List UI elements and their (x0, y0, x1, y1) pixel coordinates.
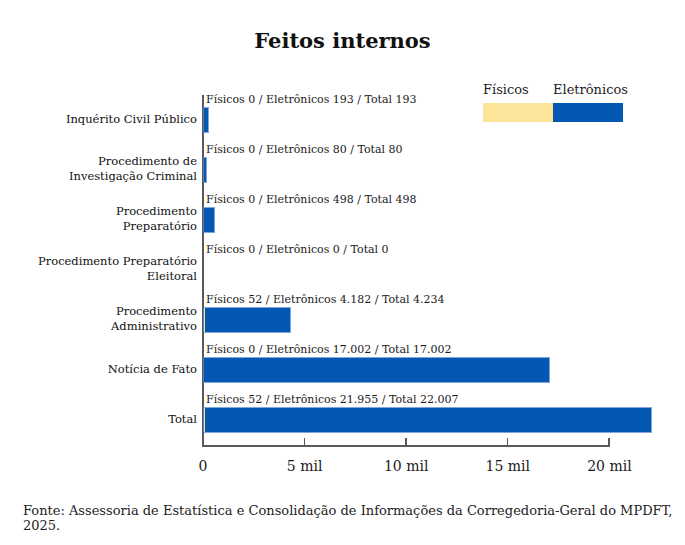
bar-value-label: Físicos 0 / Eletrônicos 17.002 / Total 1… (206, 343, 452, 356)
page-title: Feitos internos (0, 28, 685, 53)
bar-segment-eletronicos (204, 108, 208, 132)
bar (203, 307, 291, 333)
x-axis-tick-label: 0 (199, 458, 208, 474)
bar (203, 407, 652, 433)
chart-row: Procedimento de Investigação Criminal Fí… (0, 143, 685, 193)
chart-row: Procedimento Administrativo Físicos 52 /… (0, 293, 685, 343)
bar (203, 107, 209, 133)
bar-value-label: Físicos 0 / Eletrônicos 80 / Total 80 (206, 143, 403, 156)
bar-segment-eletronicos (204, 208, 214, 232)
bar-value-label: Físicos 52 / Eletrônicos 4.182 / Total 4… (206, 293, 445, 306)
chart-row: Procedimento Preparatório Físicos 0 / El… (0, 193, 685, 243)
chart-row: Notícia de Fato Físicos 0 / Eletrônicos … (0, 343, 685, 393)
bar-segment-eletronicos (205, 408, 651, 432)
chart-row: Total Físicos 52 / Eletrônicos 21.955 / … (0, 393, 685, 443)
bar (203, 207, 215, 233)
bar (203, 157, 207, 183)
category-label: Procedimento Preparatório Eleitoral (0, 243, 197, 295)
chart-row: Inquérito Civil Público Físicos 0 / Elet… (0, 93, 685, 143)
x-axis-tick-label: 15 mil (486, 458, 531, 474)
source-note: Fonte: Assessoria de Estatística e Conso… (23, 503, 683, 533)
bar-value-label: Físicos 0 / Eletrônicos 193 / Total 193 (206, 93, 417, 106)
chart-row: Procedimento Preparatório Eleitoral Físi… (0, 243, 685, 293)
category-label: Procedimento Administrativo (0, 293, 197, 345)
x-axis-tick-label: 20 mil (587, 458, 632, 474)
x-axis-tick-label: 5 mil (287, 458, 323, 474)
category-label: Notícia de Fato (0, 343, 197, 395)
bar-value-label: Físicos 52 / Eletrônicos 21.955 / Total … (206, 393, 459, 406)
category-label: Procedimento Preparatório (0, 193, 197, 245)
category-label: Total (0, 393, 197, 445)
chart-canvas: Feitos internos Físicos Eletrônicos 05 m… (0, 0, 685, 545)
x-axis-line (202, 445, 610, 447)
bar-segment-eletronicos (204, 358, 549, 382)
bar-segment-eletronicos (204, 158, 206, 182)
bar-segment-eletronicos (205, 308, 290, 332)
category-label: Inquérito Civil Público (0, 93, 197, 145)
bar-value-label: Físicos 0 / Eletrônicos 0 / Total 0 (206, 243, 389, 256)
category-label: Procedimento de Investigação Criminal (0, 143, 197, 195)
bar-value-label: Físicos 0 / Eletrônicos 498 / Total 498 (206, 193, 417, 206)
bar (203, 357, 550, 383)
x-axis-tick-label: 10 mil (384, 458, 429, 474)
